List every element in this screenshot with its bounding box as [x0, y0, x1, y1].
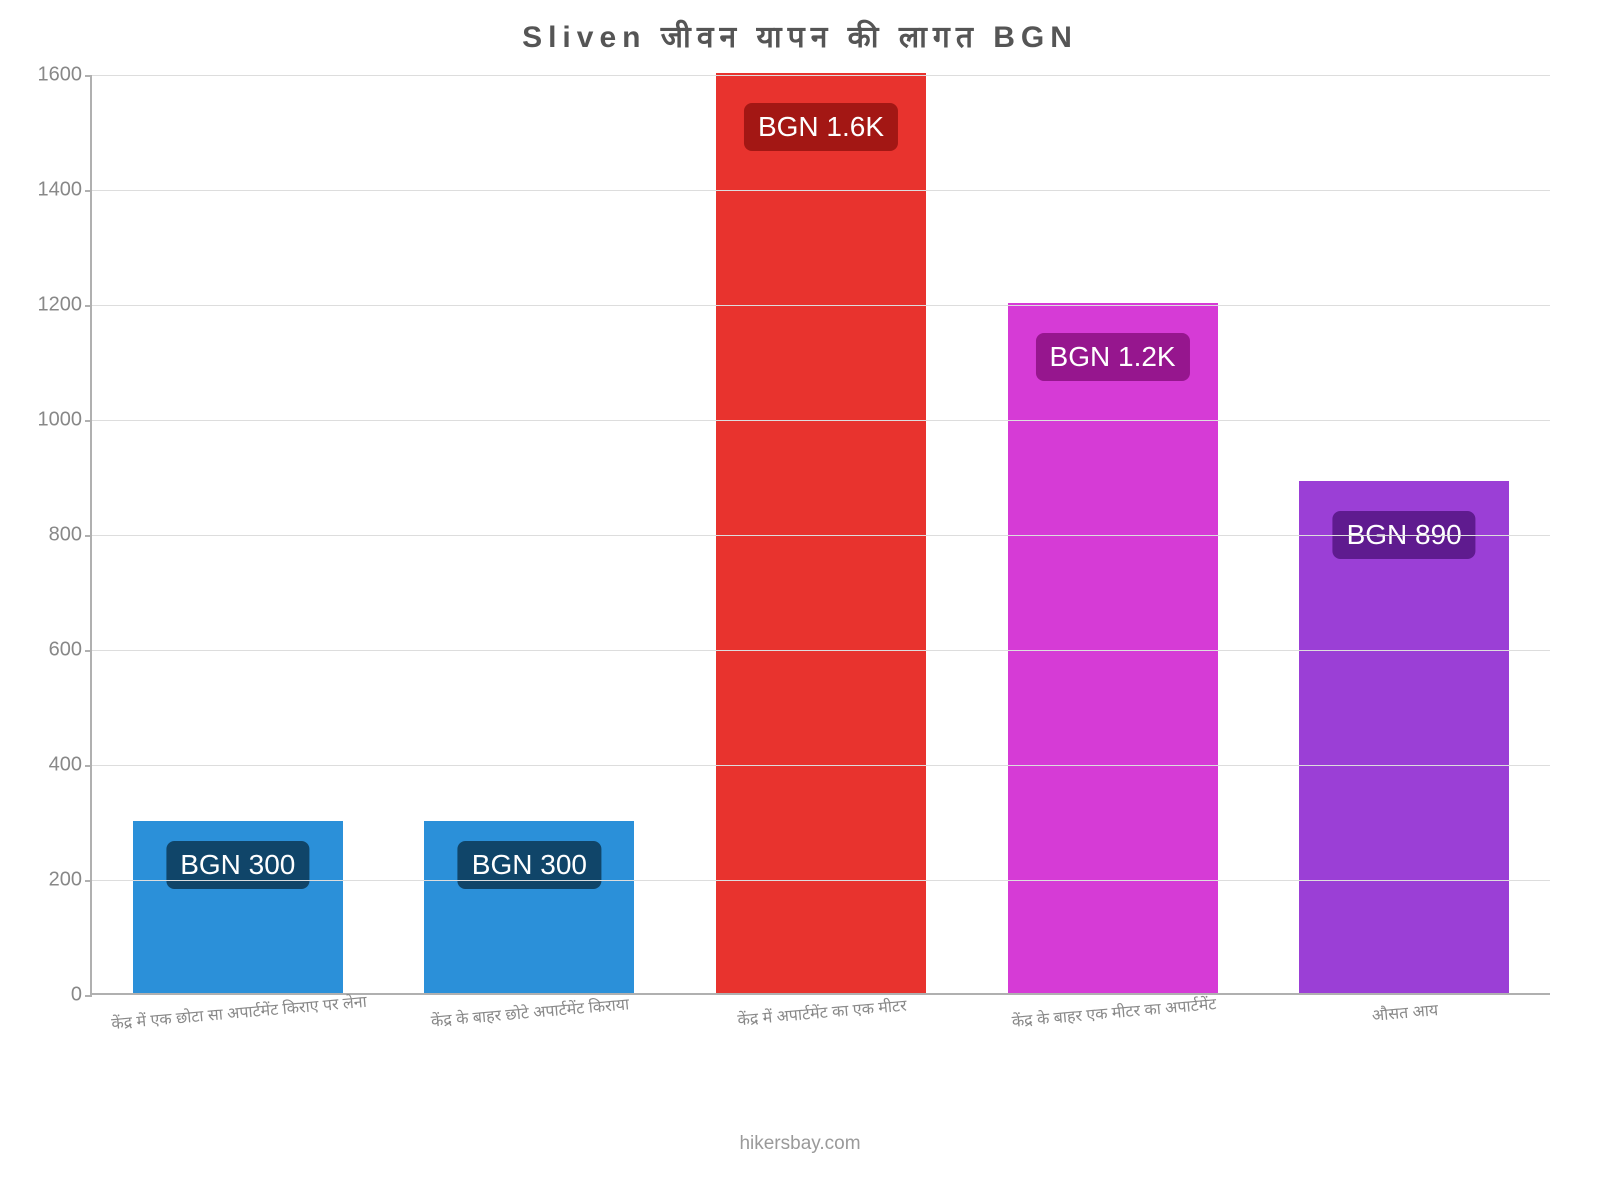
bar: BGN 300: [133, 821, 343, 994]
plot-area: BGN 300BGN 300BGN 1.6KBGN 1.2KBGN 890 के…: [90, 75, 1550, 995]
ytick-label: 400: [49, 754, 92, 777]
gridline: [92, 420, 1550, 421]
xlabel-slot: केंद्र के बाहर एक मीटर का अपार्टमेंट: [967, 993, 1259, 1053]
bar-slot: BGN 1.6K: [675, 75, 967, 993]
gridline: [92, 190, 1550, 191]
bar-slot: BGN 300: [92, 75, 384, 993]
bar-value-label: BGN 1.6K: [744, 103, 898, 151]
bar: BGN 1.2K: [1008, 303, 1218, 993]
bar-slot: BGN 890: [1258, 75, 1550, 993]
bar-value-label: BGN 300: [458, 841, 601, 889]
bar-value-label: BGN 300: [166, 841, 309, 889]
ytick-label: 600: [49, 639, 92, 662]
gridline: [92, 650, 1550, 651]
bar-value-label: BGN 1.2K: [1036, 333, 1190, 381]
xlabel-slot: औसत आय: [1258, 993, 1550, 1053]
bar: BGN 1.6K: [716, 73, 926, 993]
xlabel-slot: केंद्र में एक छोटा सा अपार्टमेंट किराए प…: [92, 993, 384, 1053]
x-axis-label: केंद्र में एक छोटा सा अपार्टमेंट किराए प…: [110, 990, 367, 1034]
cost-of-living-chart: Sliven जीवन यापन की लागत BGN BGN 300BGN …: [0, 0, 1600, 1200]
bar: BGN 300: [424, 821, 634, 994]
bars-container: BGN 300 BGN 300 BGN 1.6K BGN 1.2K BGN 890: [92, 75, 1550, 993]
ytick-label: 0: [71, 984, 92, 1007]
ytick-label: 800: [49, 524, 92, 547]
chart-title: Sliven जीवन यापन की लागत BGN: [0, 15, 1600, 56]
footer-attribution: hikersbay.com: [0, 1133, 1600, 1155]
bar: BGN 890: [1299, 481, 1509, 993]
gridline: [92, 305, 1550, 306]
ytick-label: 1400: [38, 179, 93, 202]
ytick-label: 1000: [38, 409, 93, 432]
gridline: [92, 880, 1550, 881]
x-axis-label: केंद्र के बाहर छोटे अपार्टमेंट किराया: [430, 992, 630, 1031]
x-axis-label: केंद्र में अपार्टमेंट का एक मीटर: [736, 994, 907, 1031]
x-axis-label: केंद्र के बाहर एक मीटर का अपार्टमेंट: [1010, 992, 1216, 1032]
gridline: [92, 75, 1550, 76]
ytick-label: 1200: [38, 294, 93, 317]
xlabel-slot: केंद्र के बाहर छोटे अपार्टमेंट किराया: [384, 993, 676, 1053]
ytick-label: 200: [49, 869, 92, 892]
ytick-label: 1600: [38, 64, 93, 87]
bar-slot: BGN 300: [384, 75, 676, 993]
bar-slot: BGN 1.2K: [967, 75, 1259, 993]
gridline: [92, 535, 1550, 536]
xlabel-slot: केंद्र में अपार्टमेंट का एक मीटर: [675, 993, 967, 1053]
gridline: [92, 765, 1550, 766]
x-axis-labels: केंद्र में एक छोटा सा अपार्टमेंट किराए प…: [92, 993, 1550, 1053]
x-axis-label: औसत आय: [1371, 998, 1439, 1026]
